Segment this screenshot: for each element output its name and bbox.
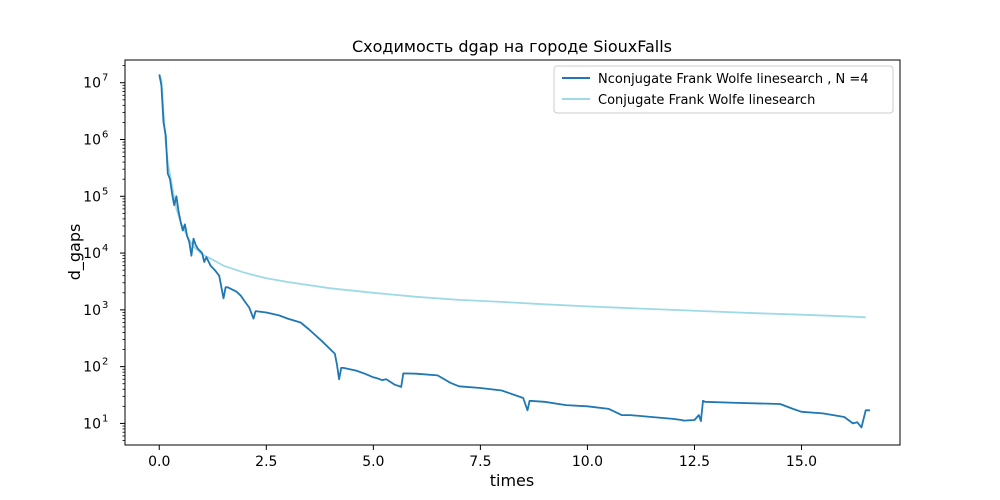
plot-area-frame: [124, 59, 901, 446]
y-tick-exponent: 3: [102, 300, 108, 311]
y-tick-exponent: 1: [102, 413, 108, 424]
legend: Nconjugate Frank Wolfe linesearch , N =4…: [553, 65, 894, 114]
x-tick-label: 5.0: [362, 454, 384, 470]
y-tick-exponent: 6: [102, 129, 108, 140]
y-tick-label: 10: [83, 360, 101, 376]
x-axis-label: times: [490, 471, 534, 490]
chart-title: Сходимость dgap на городе SiouxFalls: [352, 37, 672, 56]
y-axis-label: d_gaps: [65, 224, 85, 281]
y-tick-label: 10: [83, 303, 101, 319]
legend-label-nconjugate: Nconjugate Frank Wolfe linesearch , N =4: [598, 72, 869, 87]
y-tick-exponent: 2: [102, 357, 108, 368]
x-tick-label: 12.5: [679, 454, 710, 470]
x-tick-label: 7.5: [469, 454, 491, 470]
x-tick-label: 0.0: [148, 454, 170, 470]
legend-label-conjugate: Conjugate Frank Wolfe linesearch: [598, 93, 815, 108]
y-tick-label: 10: [83, 132, 101, 148]
x-tick-label: 15.0: [786, 454, 817, 470]
series-layer: [158, 74, 870, 429]
x-tick-label: 2.5: [255, 454, 277, 470]
y-tick-label: 10: [83, 189, 101, 205]
y-tick-exponent: 5: [102, 186, 108, 197]
y-tick-exponent: 7: [102, 73, 108, 84]
y-tick-label: 10: [83, 246, 101, 262]
y-tick-exponent: 4: [102, 243, 108, 254]
y-tick-label: 10: [83, 416, 101, 432]
series-nconjugate-line: [158, 74, 870, 429]
y-tick-label: 10: [83, 76, 101, 92]
x-axis: 0.0 2.5 5.0 7.5 10.0 12.5 15.0: [148, 445, 817, 470]
series-conjugate-line: [158, 74, 866, 319]
legend-box: [553, 65, 894, 114]
x-tick-label: 10.0: [572, 454, 603, 470]
